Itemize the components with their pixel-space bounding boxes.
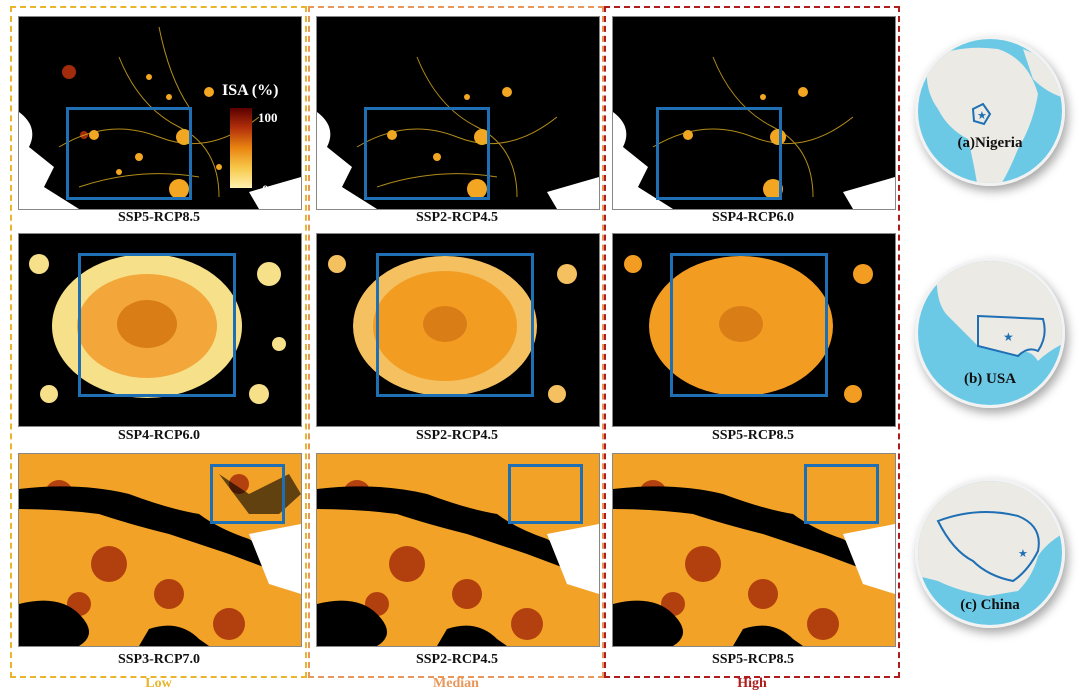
caption-row2-low: SSP4-RCP6.0 xyxy=(117,428,201,443)
roi-box xyxy=(508,464,583,524)
low-group-label: Low xyxy=(145,676,172,691)
globe-china: ★ (c) China xyxy=(915,478,1065,628)
globe-usa-label: (b) USA xyxy=(963,371,1017,387)
caption-row3-high: SSP5-RCP8.5 xyxy=(711,652,795,667)
median-group-label: Median xyxy=(433,676,479,691)
legend-max-label: 100 xyxy=(258,110,278,125)
roi-box xyxy=(376,253,534,397)
roi-box xyxy=(66,107,192,200)
roi-box xyxy=(804,464,879,524)
legend-title: ISA (%) xyxy=(222,82,279,99)
roi-box xyxy=(364,107,490,200)
caption-row3-median: SSP2-RCP4.5 xyxy=(415,652,499,667)
caption-row2-median: SSP2-RCP4.5 xyxy=(415,428,499,443)
caption-row3-low: SSP3-RCP7.0 xyxy=(117,652,201,667)
low-group-frame xyxy=(10,6,307,678)
caption-row2-high: SSP5-RCP8.5 xyxy=(711,428,795,443)
globe-nigeria: ★ (a)Nigeria xyxy=(915,36,1065,186)
isa-colorbar xyxy=(230,108,252,188)
median-group-frame xyxy=(308,6,604,678)
map-china-low xyxy=(18,453,302,647)
globe-nigeria-label: (a)Nigeria xyxy=(957,135,1023,151)
roi-box xyxy=(670,253,828,397)
high-group-label: High xyxy=(737,676,767,691)
map-nigeria-low xyxy=(18,16,302,210)
globe-china-label: (c) China xyxy=(960,597,1020,613)
svg-text:★: ★ xyxy=(977,110,987,122)
map-nigeria-high xyxy=(612,16,896,210)
caption-row1-low: SSP5-RCP8.5 xyxy=(117,210,201,225)
svg-text:★: ★ xyxy=(1018,548,1028,560)
svg-text:★: ★ xyxy=(1003,330,1014,344)
caption-row1-median: SSP2-RCP4.5 xyxy=(415,210,499,225)
map-china-median xyxy=(316,453,600,647)
map-china-high xyxy=(612,453,896,647)
roi-box xyxy=(656,107,782,200)
caption-row1-high: SSP4-RCP6.0 xyxy=(711,210,795,225)
globe-usa: ★ (b) USA xyxy=(915,258,1065,408)
high-group-frame xyxy=(604,6,900,678)
map-usa-high xyxy=(612,233,896,427)
legend-min-label: 0 xyxy=(262,182,269,197)
roi-box xyxy=(78,253,236,397)
roi-box xyxy=(210,464,285,524)
